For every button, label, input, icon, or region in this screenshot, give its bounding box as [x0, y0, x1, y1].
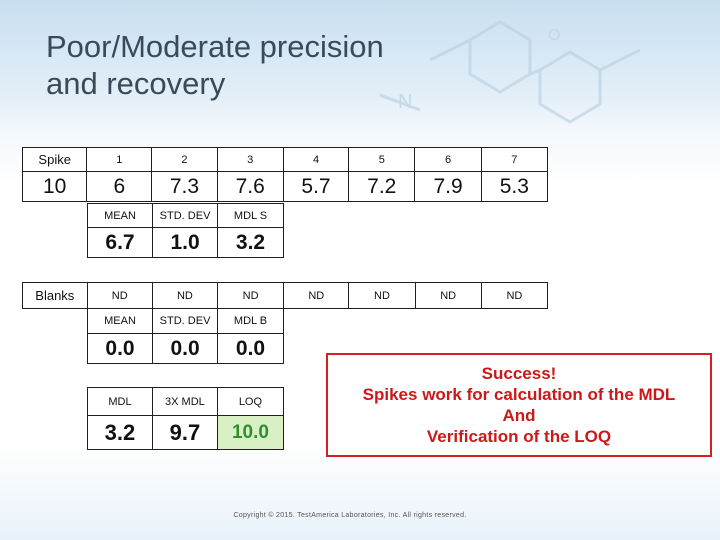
success-line-1: Success!	[481, 364, 557, 383]
blank-value: ND	[414, 282, 482, 309]
spike-value: 7.3	[151, 171, 218, 202]
spike-header: 3	[216, 147, 284, 172]
spike-amount: 10	[21, 171, 88, 202]
blank-mean: 0.0	[86, 333, 154, 364]
spike-stat-header: STD. DEV	[152, 203, 219, 228]
blank-value: ND	[86, 282, 153, 309]
spike-stat-header: MDL S	[217, 203, 284, 228]
three-x-mdl-value: 9.7	[151, 415, 218, 450]
blank-stat-header: MDL B	[217, 308, 284, 334]
blank-value: ND	[151, 282, 219, 309]
summary-header: 3X MDL	[151, 387, 218, 416]
spike-header: 5	[348, 147, 416, 172]
spike-header: 1	[86, 147, 153, 172]
spike-header: 7	[480, 147, 549, 172]
spike-stats-table: MEAN STD. DEV MDL S 6.7 1.0 3.2	[86, 203, 284, 258]
svg-text:N: N	[398, 91, 412, 113]
blank-value: ND	[480, 282, 549, 309]
spike-label: Spike	[21, 147, 88, 172]
spike-value: 7.2	[348, 171, 416, 202]
spike-value: 5.7	[282, 171, 350, 202]
slide-title: Poor/Moderate precision and recovery	[46, 28, 606, 102]
success-line-3: And	[502, 406, 536, 425]
spike-header: 4	[282, 147, 350, 172]
spike-header: 6	[414, 147, 482, 172]
blank-std-dev: 0.0	[152, 333, 219, 364]
title-line-2: and recovery	[46, 66, 226, 101]
blanks-stats-table: MEAN STD. DEV MDL B 0.0 0.0 0.0	[86, 308, 284, 364]
spike-mean: 6.7	[86, 227, 154, 258]
blanks-table: Blanks ND ND ND ND ND ND ND	[22, 282, 549, 309]
mdl-value: 3.2	[87, 415, 153, 450]
success-callout: Success! Spikes work for calculation of …	[326, 353, 712, 457]
spike-header: 2	[151, 147, 218, 172]
svg-text:O: O	[548, 27, 560, 44]
summary-header: LOQ	[216, 387, 285, 416]
blank-value: ND	[283, 282, 350, 309]
blank-mdl: 0.0	[217, 333, 284, 364]
blank-stat-header: STD. DEV	[152, 308, 219, 334]
copyright-footer: Copyright © 2015. TestAmerica Laboratori…	[233, 512, 467, 519]
spike-std-dev: 1.0	[152, 227, 219, 258]
success-line-4: Verification of the LOQ	[426, 427, 612, 446]
spike-stat-header: MEAN	[86, 203, 154, 228]
blanks-label: Blanks	[22, 282, 88, 309]
spike-value: 5.3	[480, 171, 549, 202]
summary-header: MDL	[87, 387, 153, 416]
loq-value: 10.0	[216, 415, 285, 450]
spike-value: 7.9	[414, 171, 482, 202]
title-line-1: Poor/Moderate precision	[46, 29, 384, 64]
spike-value: 7.6	[216, 171, 284, 202]
spike-table: Spike 1 2 3 4 5 6 7 10 6 7.3 7.6 5.7 7.2…	[21, 147, 549, 202]
mdl-loq-table: MDL 3X MDL LOQ 3.2 9.7 10.0	[87, 387, 285, 450]
blank-value: ND	[348, 282, 416, 309]
success-line-2: Spikes work for calculation of the MDL	[362, 385, 676, 404]
blank-stat-header: MEAN	[86, 308, 154, 334]
spike-value: 6	[86, 171, 153, 202]
blank-value: ND	[216, 282, 285, 309]
spike-mdl: 3.2	[217, 227, 284, 258]
